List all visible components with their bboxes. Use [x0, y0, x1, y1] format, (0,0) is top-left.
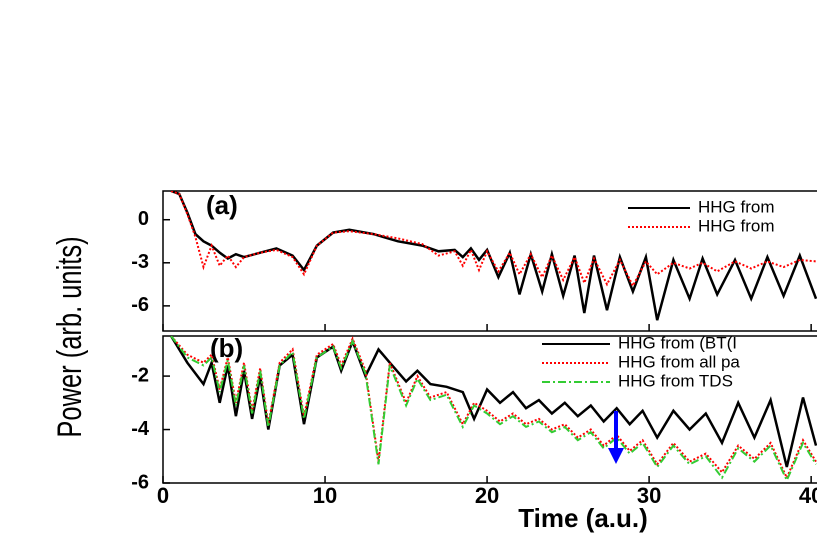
legend-label: HHG from	[698, 216, 775, 235]
x-tick-label: 40	[799, 483, 817, 508]
plot-frame	[162, 335, 817, 484]
x-tick-label: 0	[157, 483, 169, 508]
legend-label: HHG from	[698, 197, 775, 216]
data-line	[170, 336, 817, 483]
y-tick-label: -6	[131, 471, 149, 493]
legend-label: HHG from (BT(I	[618, 333, 737, 352]
plot-frame	[162, 190, 817, 332]
y-tick-label: -3	[131, 251, 149, 273]
panel-label: (a)	[206, 190, 238, 220]
y-tick-label: -6	[131, 294, 149, 316]
x-tick-label: 10	[313, 483, 337, 508]
x-tick-label: 30	[637, 483, 661, 508]
legend-label: HHG from TDS	[618, 371, 733, 390]
x-tick-label: 20	[475, 483, 499, 508]
data-line	[170, 336, 817, 468]
legend-label: HHG from all pa	[618, 352, 740, 371]
series-group	[170, 191, 817, 321]
x-axis-label: Time (a.u.)	[518, 503, 648, 533]
y-tick-label: 0	[138, 208, 149, 230]
series-group	[170, 336, 817, 483]
y-tick-label: -2	[131, 364, 149, 386]
data-line	[170, 191, 817, 288]
panel-label: (b)	[210, 333, 243, 363]
y-axis-label: Power (arb. units)	[52, 236, 89, 437]
arrow	[608, 411, 624, 464]
y-tick-label: -4	[131, 418, 150, 440]
